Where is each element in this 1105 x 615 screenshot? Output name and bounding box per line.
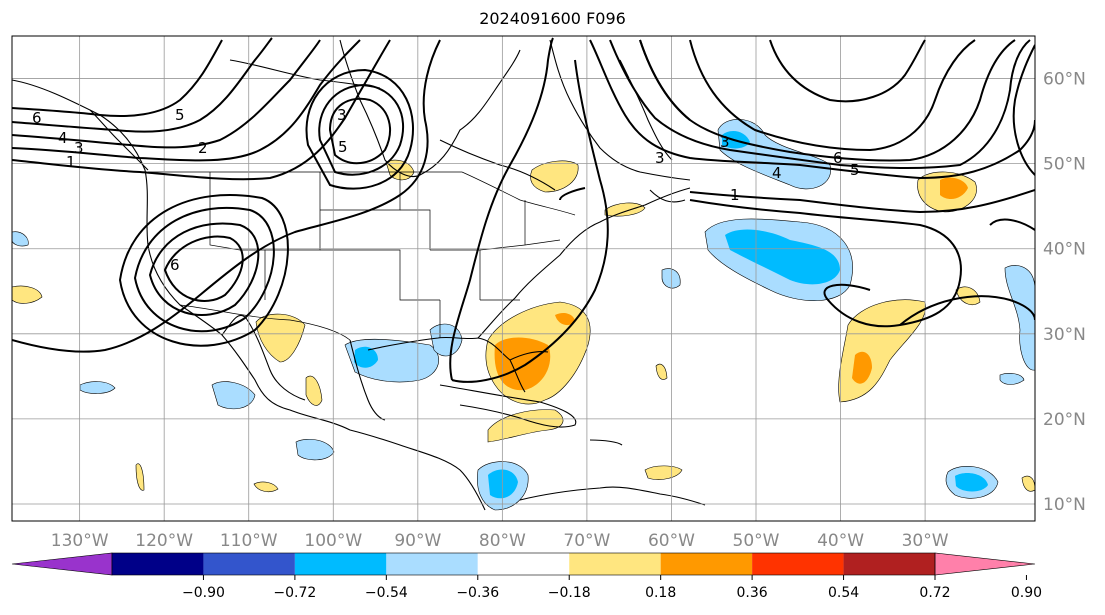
negative-anomaly-region	[955, 473, 988, 492]
colorbar-segment	[294, 553, 387, 575]
height-contours	[12, 37, 1035, 383]
longitude-tick-label: 50°W	[733, 531, 780, 551]
latitude-tick-label: 50°N	[1043, 155, 1086, 175]
colorbar-tick-label: 0.18	[645, 585, 676, 601]
colorbar: −0.90 −0.72 −0.54 −0.36 −0.18 0.18 0.36 0.54 0.7…	[11, 552, 1042, 601]
longitude-tick-labels: 130°W 120°W 110°W 100°W 90°W 80°W 70°W 60°W 50°W…	[51, 531, 949, 551]
longitude-tick-label: 40°W	[817, 531, 864, 551]
negative-anomaly-region	[211, 381, 256, 410]
longitude-tick-label: 80°W	[479, 531, 526, 551]
negative-anomaly-region	[488, 469, 518, 499]
positive-anomaly-region	[655, 363, 668, 380]
colorbar-segment	[203, 553, 295, 575]
negative-anomaly-region	[295, 439, 335, 461]
longitude-tick-label: 70°W	[563, 531, 610, 551]
contour-label: 3	[74, 139, 84, 157]
colorbar-segment	[569, 553, 661, 575]
contour-label: 1	[730, 186, 740, 204]
positive-anomaly-region	[555, 312, 575, 326]
contour-label: 4	[58, 129, 68, 147]
colorbar-segment	[843, 553, 935, 575]
negative-anomaly-region	[79, 381, 116, 394]
colorbar-tick-label: 0.54	[828, 585, 859, 601]
latitude-tick-label: 40°N	[1043, 240, 1086, 260]
contour-labels: 6 4 3 1 5 2 3 5 3 6 5 4 1 3 6	[32, 106, 860, 274]
political-boundaries	[148, 171, 576, 341]
longitude-tick-label: 30°W	[902, 531, 949, 551]
longitude-tick-label: 110°W	[220, 531, 278, 551]
longitude-tick-label: 120°W	[135, 531, 193, 551]
colorbar-tick-label: −0.72	[273, 585, 316, 601]
contour-label: 2	[198, 139, 208, 157]
longitude-tick-label: 60°W	[648, 531, 695, 551]
colorbar-tick-label: 0.36	[737, 585, 768, 601]
positive-anomaly-region	[255, 313, 306, 363]
contour-label: 3	[337, 106, 347, 124]
negative-anomaly-region	[354, 346, 378, 368]
positive-anomaly-region	[305, 375, 323, 406]
negative-anomaly-region	[1004, 265, 1035, 371]
positive-anomaly-region	[852, 351, 872, 384]
negative-anomaly-region	[725, 229, 840, 285]
contour-label: 5	[175, 106, 185, 124]
lat-lon-grid	[12, 36, 1035, 521]
negative-anomaly-region	[12, 231, 29, 247]
contour-label: 3	[720, 133, 730, 151]
positive-anomaly-region	[253, 481, 279, 493]
contour-label: 3	[655, 149, 665, 167]
colorbar-segment	[386, 553, 478, 575]
positive-anomaly-region	[12, 285, 43, 304]
latitude-tick-label: 20°N	[1043, 410, 1086, 430]
positive-anomaly-region	[955, 286, 981, 305]
colorbar-extend-high	[934, 552, 1036, 576]
contour-label: 6	[32, 109, 42, 127]
positive-anomaly-region	[530, 160, 579, 193]
contour-label: 6	[833, 149, 843, 167]
colorbar-segment	[477, 553, 570, 575]
contour-label: 5	[850, 161, 860, 179]
longitude-tick-label: 90°W	[394, 531, 441, 551]
positive-anomaly-region	[644, 465, 683, 480]
colorbar-tick-label: −0.36	[456, 585, 499, 601]
colorbar-segment	[660, 553, 753, 575]
latitude-tick-label: 10°N	[1043, 495, 1086, 515]
map-area: 6 4 3 1 5 2 3 5 3 6 5 4 1 3 6	[11, 35, 1036, 522]
colorbar-outline	[111, 552, 936, 576]
longitude-tick-label: 130°W	[51, 531, 109, 551]
colorbar-segment	[752, 553, 844, 575]
latitude-tick-label: 60°N	[1043, 70, 1086, 90]
map-title: 2024091600 F096	[479, 9, 626, 28]
colorbar-tick-label: −0.90	[182, 585, 225, 601]
anomaly-shading	[12, 119, 1035, 511]
negative-anomaly-region	[999, 373, 1025, 385]
colorbar-tick-label: −0.54	[365, 585, 408, 601]
longitude-tick-label: 100°W	[304, 531, 362, 551]
colorbar-extend-low	[11, 552, 113, 576]
positive-anomaly-region	[494, 337, 551, 391]
colorbar-tick-label: 0.72	[919, 585, 950, 601]
contour-label: 6	[170, 256, 180, 274]
positive-anomaly-region	[135, 463, 145, 491]
latitude-tick-labels: 10°N 20°N 30°N 40°N 50°N 60°N	[1043, 70, 1086, 515]
positive-anomaly-region	[1021, 475, 1035, 492]
positive-anomaly-region	[487, 409, 564, 443]
colorbar-segment	[112, 553, 204, 575]
positive-anomaly-region	[940, 177, 968, 200]
colorbar-tick-label: 0.90	[1011, 585, 1042, 601]
latitude-tick-label: 30°N	[1043, 325, 1086, 345]
contour-label: 5	[338, 138, 348, 156]
contour-label: 1	[66, 153, 76, 171]
colorbar-tick-label: −0.18	[548, 585, 591, 601]
contour-label: 4	[772, 164, 782, 182]
